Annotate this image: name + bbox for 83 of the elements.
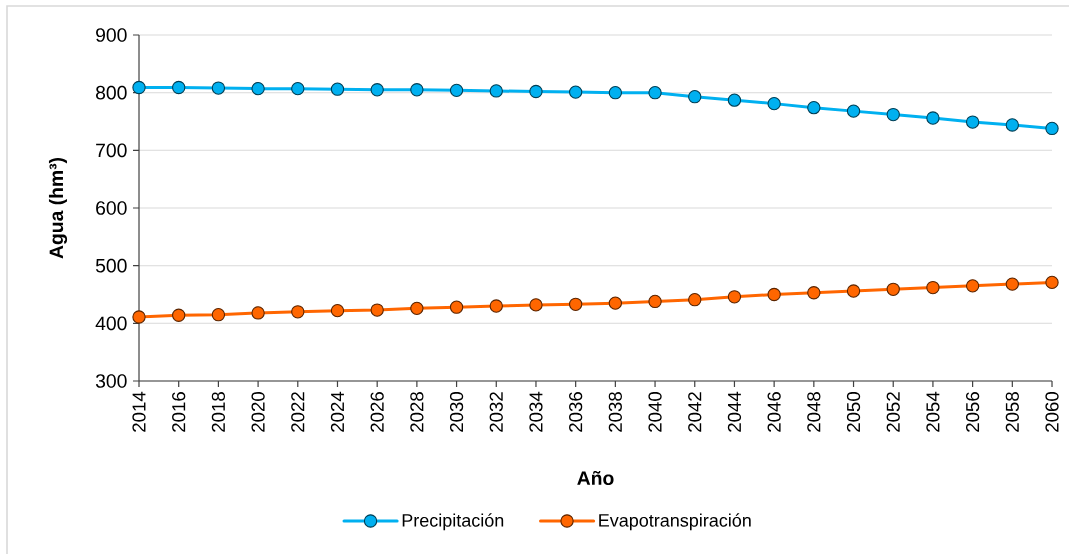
x-tick-label: 2026 <box>370 392 384 432</box>
x-tick-label: 2034 <box>529 391 543 432</box>
y-axis-title: Agua (hm³) <box>48 157 68 259</box>
point <box>688 90 702 104</box>
point <box>608 86 623 100</box>
point <box>568 85 583 99</box>
x-tick-label: 2042 <box>688 392 702 432</box>
point <box>489 84 503 98</box>
y-tick-label: 800 <box>95 85 127 100</box>
point <box>449 83 464 98</box>
point <box>172 308 186 322</box>
point <box>648 294 662 309</box>
point <box>846 104 861 118</box>
x-tick-label: 2014 <box>132 391 146 432</box>
point <box>965 279 980 293</box>
point <box>370 303 384 317</box>
point <box>767 287 781 302</box>
point <box>489 299 503 313</box>
x-tick-label: 2052 <box>886 392 900 432</box>
point <box>211 81 226 95</box>
x-tick-label: 2036 <box>569 392 583 432</box>
point <box>410 83 424 97</box>
x-tick-label: 2050 <box>846 392 861 432</box>
y-tick-label: 500 <box>95 258 127 273</box>
point <box>410 301 424 316</box>
point <box>449 300 464 314</box>
legend-label: Precipitación <box>402 513 504 531</box>
point <box>291 81 305 96</box>
y-tick-label: 900 <box>96 28 127 42</box>
point <box>926 280 940 295</box>
x-tick-label: 2018 <box>211 392 226 432</box>
point <box>688 293 702 307</box>
point <box>172 80 186 95</box>
point <box>132 80 146 95</box>
point <box>767 96 781 111</box>
point <box>727 290 742 304</box>
point <box>846 284 861 298</box>
x-tick-label: 2038 <box>608 392 622 432</box>
x-tick-label: 2020 <box>251 392 265 432</box>
point <box>291 305 305 319</box>
y-tick-label: 400 <box>95 316 127 331</box>
point <box>1045 121 1059 136</box>
x-tick-label: 2024 <box>330 391 345 432</box>
x-tick-label: 2044 <box>727 391 742 432</box>
x-tick-label: 2058 <box>1005 392 1019 432</box>
point <box>886 282 900 296</box>
point <box>251 81 265 96</box>
point <box>648 86 662 100</box>
point <box>330 303 345 318</box>
y-tick-label: 700 <box>96 143 127 158</box>
x-tick-label: 2022 <box>291 392 305 432</box>
point <box>568 297 583 311</box>
y-tick-label: 600 <box>96 201 127 215</box>
point <box>886 107 900 122</box>
point <box>251 306 265 320</box>
point <box>330 82 345 96</box>
point <box>1045 275 1059 290</box>
x-tick-label: 2048 <box>807 392 821 432</box>
point <box>529 84 543 99</box>
point <box>132 310 146 324</box>
point <box>807 100 821 115</box>
x-tick-label: 2046 <box>767 392 781 432</box>
legend-label: Evapotranspiración <box>599 513 751 531</box>
point <box>608 296 623 310</box>
x-tick-label: 2054 <box>926 391 940 432</box>
point <box>529 298 543 312</box>
x-tick-label: 2032 <box>489 392 503 432</box>
x-tick-label: 2016 <box>172 392 186 432</box>
x-tick-label: 2040 <box>648 392 662 432</box>
point <box>211 308 226 322</box>
point <box>727 93 742 107</box>
point <box>965 115 980 129</box>
point <box>926 111 940 125</box>
point <box>1005 118 1019 132</box>
x-axis-title: Año <box>577 470 614 486</box>
x-tick-label: 2028 <box>410 392 424 432</box>
point <box>1005 277 1019 291</box>
point <box>807 286 821 300</box>
point <box>370 83 384 97</box>
x-tick-label: 2030 <box>449 392 464 432</box>
y-tick-label: 300 <box>95 374 127 388</box>
x-tick-label: 2060 <box>1045 392 1059 432</box>
x-tick-label: 2056 <box>966 392 980 432</box>
